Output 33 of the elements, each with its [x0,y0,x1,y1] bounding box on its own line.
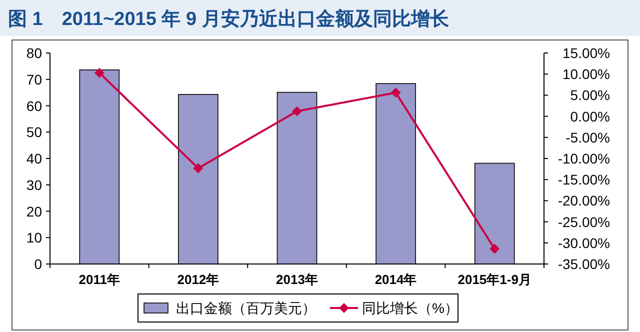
x-tick-label: 2011年 [78,272,120,287]
chart-title: 图 1 2011~2015 年 9 月安乃近出口金额及同比增长 [8,8,450,30]
point [94,68,104,78]
y2-tick-label: -35.00% [558,256,610,272]
legend-label: 出口金额（百万美元） [176,300,316,316]
legend-label: 同比增长（%） [362,300,458,316]
y2-tick-label: -20.00% [558,192,610,209]
x-tick-label: 2012年 [177,272,220,287]
x-tick-label: 2013年 [276,272,318,287]
x-tick-label: 2014年 [374,272,417,287]
y2-tick-label: 0.00% [570,108,610,124]
y2-tick-label: 5.00% [570,87,610,104]
y-tick-label: 80 [26,45,42,61]
y-tick-label: 10 [26,230,42,246]
y2-tick-label: 10.00% [562,66,610,82]
y-tick-label: 40 [26,150,42,166]
y2-tick-label: -25.00% [558,214,610,230]
x-tick-label: 2015年1-9月 [458,272,532,287]
point [193,163,204,174]
y-tick-label: 50 [26,124,42,140]
point [390,88,401,98]
point [292,106,302,116]
y2-tick-label: -5.00% [566,129,610,146]
y-tick-label: 20 [26,203,42,220]
y2-tick-label: 15.00% [562,45,610,61]
y-tick-label: 60 [26,98,42,114]
point [490,244,500,254]
y2-tick-label: -30.00% [558,234,610,251]
y-tick-label: 70 [26,71,42,88]
y2-tick-label: -10.00% [558,150,610,166]
y-tick-label: 0 [34,256,42,272]
y-tick-label: 30 [26,176,42,193]
y2-tick-label: -15.00% [558,172,610,188]
